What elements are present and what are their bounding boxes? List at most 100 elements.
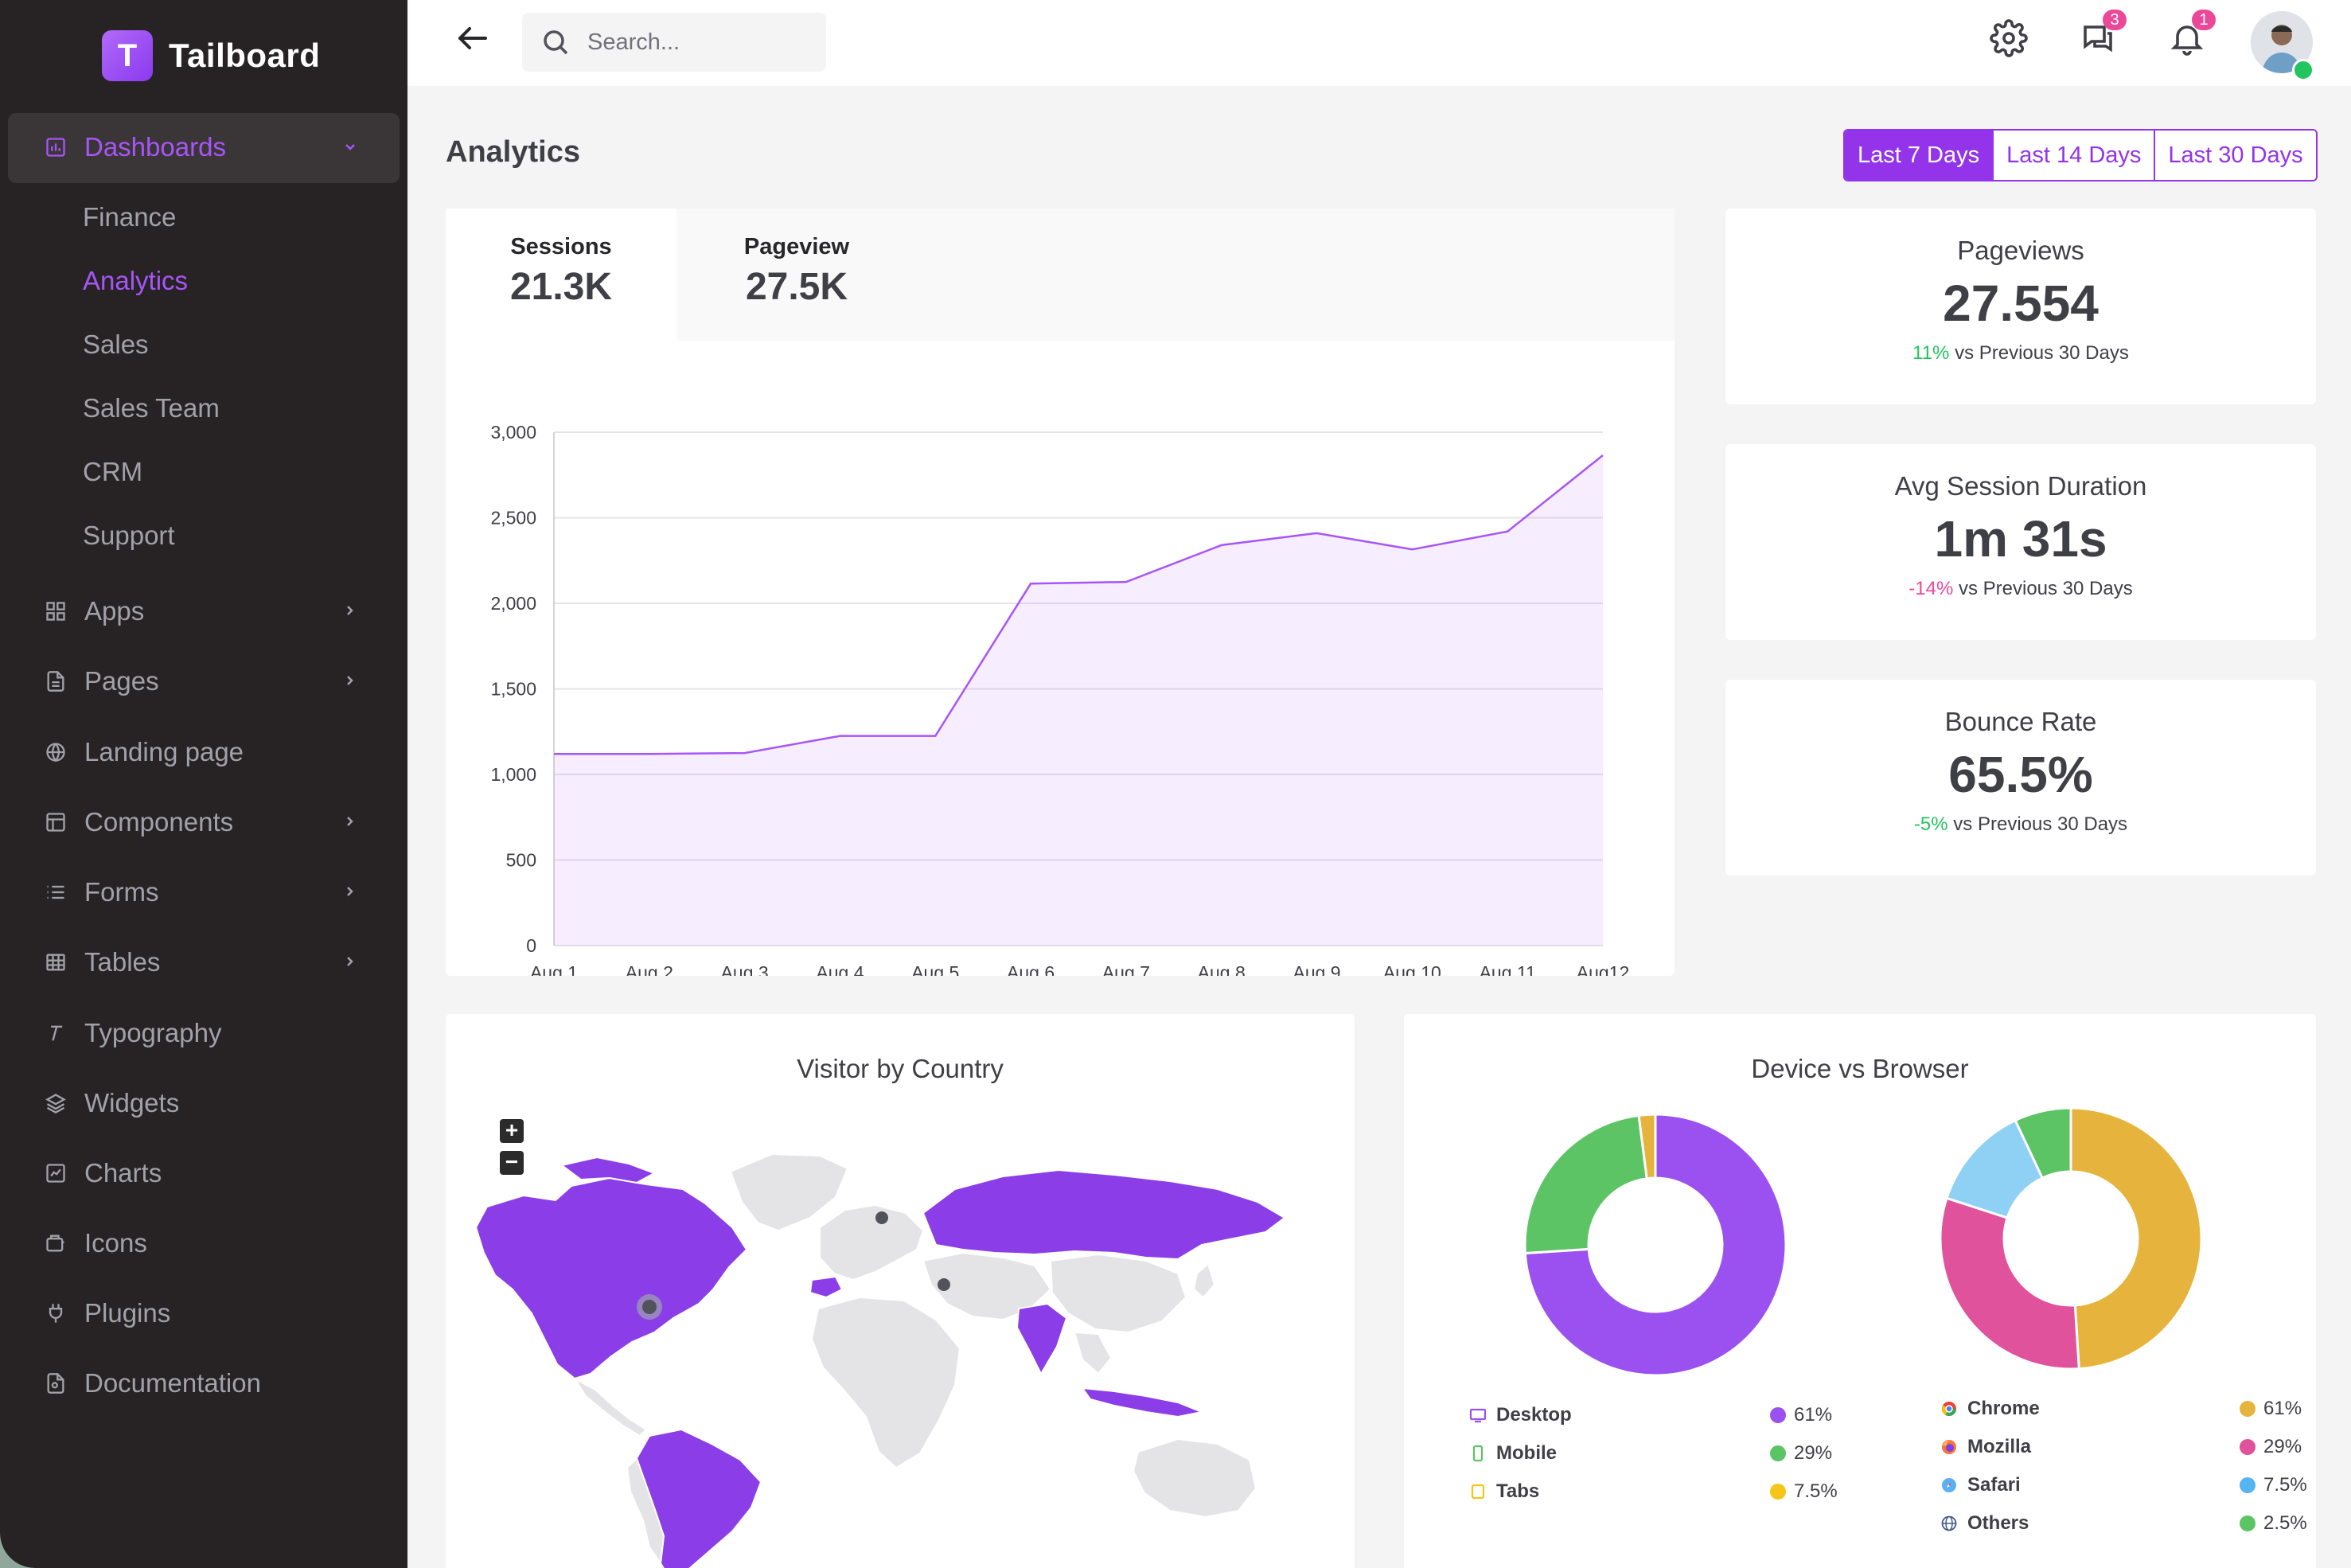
legend-pct: 2.5% <box>2263 1512 2307 1534</box>
range-last-7-days[interactable]: Last 7 Days <box>1845 131 1993 180</box>
map-region-north-america[interactable] <box>474 1176 748 1380</box>
map-region-greenland[interactable] <box>729 1153 849 1232</box>
map-region-russia[interactable] <box>922 1168 1286 1261</box>
map-region-australia[interactable] <box>1132 1437 1257 1519</box>
sidebar-item-charts[interactable]: Charts <box>45 1149 162 1197</box>
legend-label: Tabs <box>1496 1480 1540 1502</box>
legend-browser-others[interactable]: Others <box>1940 1508 2029 1539</box>
messages-icon[interactable]: 3 <box>2079 10 2127 57</box>
tab-pageview[interactable]: Pageview 27.5K <box>681 209 912 341</box>
sessions-point[interactable] <box>1503 527 1512 536</box>
legend-browser-mozilla[interactable]: Mozilla <box>1940 1431 2031 1463</box>
map-region-indonesia[interactable] <box>1080 1387 1205 1418</box>
back-arrow-icon[interactable] <box>454 19 492 57</box>
map-region-southeast-asia[interactable] <box>1073 1331 1113 1375</box>
sessions-point[interactable] <box>1121 577 1131 587</box>
x-tick-label: Aug 11 <box>1480 962 1536 976</box>
visitor-map-card: Visitor by Country + − <box>446 1014 1355 1568</box>
map-region-arctic-islands[interactable] <box>559 1156 657 1184</box>
legend-browser-safari[interactable]: Safari <box>1940 1469 2021 1501</box>
sidebar-subitem-analytics[interactable]: Analytics <box>83 266 189 295</box>
sessions-point[interactable] <box>1598 451 1608 460</box>
sidebar-item-landing-page[interactable]: Landing page <box>45 728 244 776</box>
device-slice-mobile[interactable] <box>1523 1114 1648 1255</box>
sessions-point[interactable] <box>549 749 559 759</box>
browser-slice-mozilla[interactable] <box>1939 1196 2080 1371</box>
device-slice-tabs[interactable] <box>1637 1113 1657 1180</box>
sidebar-item-tables[interactable]: Tables <box>45 938 160 986</box>
map-region-india[interactable] <box>1016 1302 1068 1376</box>
legend-device-mobile[interactable]: Mobile <box>1469 1437 1557 1469</box>
map-region-south-america-west[interactable] <box>626 1457 665 1566</box>
sessions-point[interactable] <box>1312 529 1322 538</box>
bell-icon[interactable]: 1 <box>2168 10 2216 57</box>
map-zoom-in-button[interactable]: + <box>500 1119 524 1143</box>
tab-label: Sessions <box>510 234 612 259</box>
range-last-30-days[interactable]: Last 30 Days <box>2154 131 2316 180</box>
online-status-dot <box>2292 59 2314 81</box>
sessions-point[interactable] <box>645 749 654 759</box>
tab-sessions[interactable]: Sessions 21.3K <box>446 209 676 341</box>
sidebar-item-dashboards[interactable]: Dashboards <box>45 123 226 171</box>
sidebar-item-label: Charts <box>84 1158 162 1188</box>
map-region-japan[interactable] <box>1192 1262 1216 1299</box>
map-zoom-out-button[interactable]: − <box>500 1151 524 1175</box>
device-slice-desktop[interactable] <box>1523 1113 1788 1377</box>
x-tick-label: Aug12 <box>1577 962 1630 976</box>
sidebar-item-typography[interactable]: Typography <box>45 1009 221 1057</box>
gear-icon[interactable] <box>1990 19 2028 57</box>
sidebar-subitem-sales[interactable]: Sales <box>83 330 149 359</box>
y-tick-label: 2,500 <box>490 508 536 529</box>
legend-label: Safari <box>1967 1474 2021 1496</box>
browser-donut-chart <box>1939 1106 2203 1371</box>
brand[interactable]: T Tailboard <box>102 30 320 81</box>
legend-browser-mozilla-pct: 29% <box>2240 1431 2302 1463</box>
brand-name: Tailboard <box>169 37 321 74</box>
sidebar-item-label: Components <box>84 807 234 837</box>
legend-dot <box>2240 1515 2255 1531</box>
map-region-europe[interactable] <box>819 1203 925 1281</box>
sidebar-item-label: Tables <box>84 947 161 977</box>
browser-slice-others[interactable] <box>2014 1106 2072 1180</box>
sessions-point[interactable] <box>1407 544 1417 554</box>
sessions-point[interactable] <box>740 748 750 758</box>
sidebar-subitem-finance[interactable]: Finance <box>83 202 177 232</box>
map-region-iberia[interactable] <box>809 1275 844 1299</box>
map-region-east-asia[interactable] <box>1049 1253 1187 1334</box>
sessions-point[interactable] <box>835 731 844 741</box>
sidebar-item-apps[interactable]: Apps <box>45 587 144 635</box>
sessions-point[interactable] <box>1217 540 1226 550</box>
file-icon <box>45 670 67 692</box>
sidebar-item-label: Apps <box>84 596 145 626</box>
sidebar-item-label: Forms <box>84 877 159 907</box>
sessions-point[interactable] <box>930 731 940 741</box>
range-last-14-days[interactable]: Last 14 Days <box>1992 131 2154 180</box>
legend-browser-chrome[interactable]: Chrome <box>1940 1393 2040 1425</box>
search-box[interactable] <box>522 13 826 72</box>
stat-change-row: 11% vs Previous 30 Days <box>1725 342 2316 365</box>
sidebar-item-dashboards-bg[interactable] <box>8 113 400 183</box>
sidebar-subitem-sales-team[interactable]: Sales Team <box>83 393 220 423</box>
legend-device-desktop[interactable]: Desktop <box>1469 1399 1572 1431</box>
sidebar-item-widgets[interactable]: Widgets <box>45 1079 179 1127</box>
sidebar-item-icons[interactable]: Icons <box>45 1219 147 1267</box>
sidebar-item-components[interactable]: Components <box>45 798 233 846</box>
sessions-point[interactable] <box>1026 579 1035 588</box>
sidebar-subitem-crm[interactable]: CRM <box>83 457 143 486</box>
search-input[interactable] <box>586 28 812 57</box>
sidebar-subitem-support[interactable]: Support <box>83 521 175 550</box>
legend-device-tabs[interactable]: Tabs <box>1469 1476 1539 1508</box>
browser-slice-chrome[interactable] <box>2069 1106 2203 1371</box>
map-region-africa[interactable] <box>810 1296 961 1469</box>
world-map[interactable] <box>446 1133 1355 1568</box>
sidebar-item-pages[interactable]: Pages <box>45 657 159 705</box>
sidebar-item-plugins[interactable]: Plugins <box>45 1289 170 1337</box>
stat-note: vs Previous 30 Days <box>1953 813 2128 835</box>
avatar[interactable] <box>2251 11 2313 73</box>
chevron-right-icon <box>342 883 358 899</box>
sidebar-item-forms[interactable]: Forms <box>45 868 159 916</box>
map-region-central-america[interactable] <box>572 1376 648 1437</box>
list-icon <box>45 881 67 903</box>
sidebar-item-documentation[interactable]: Documentation <box>45 1359 261 1407</box>
